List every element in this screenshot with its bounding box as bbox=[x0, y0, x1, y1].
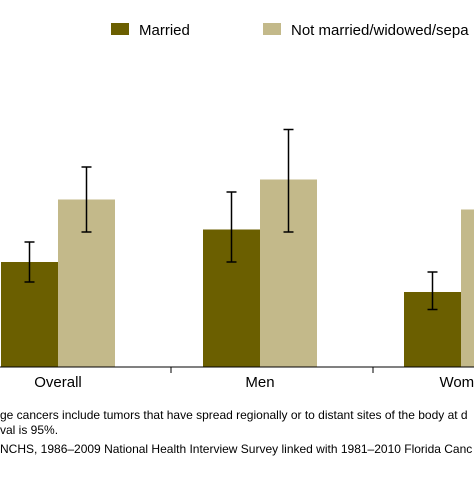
legend-label-0: Married bbox=[139, 22, 190, 39]
legend-label-1: Not married/widowed/sepa bbox=[291, 22, 469, 39]
footnote-line-1: ge cancers include tumors that have spre… bbox=[0, 408, 468, 422]
x-axis-ticks bbox=[170, 367, 374, 373]
error-bars bbox=[24, 128, 438, 311]
legend: Married Not married/widowed/sepa bbox=[111, 22, 469, 39]
x-axis-labels: Overall Men Wome bbox=[34, 374, 474, 391]
legend-swatch-1 bbox=[263, 23, 281, 35]
category-label-1: Men bbox=[245, 374, 274, 391]
legend-swatch-0 bbox=[111, 23, 129, 35]
footnote-line-3: NCHS, 1986–2009 National Health Intervie… bbox=[0, 442, 473, 456]
bar-not-married-2 bbox=[461, 209, 474, 367]
category-label-0: Overall bbox=[34, 374, 82, 391]
bars bbox=[1, 179, 474, 367]
footnote-line-2: val is 95%. bbox=[0, 423, 59, 437]
category-label-2: Wome bbox=[439, 374, 474, 391]
